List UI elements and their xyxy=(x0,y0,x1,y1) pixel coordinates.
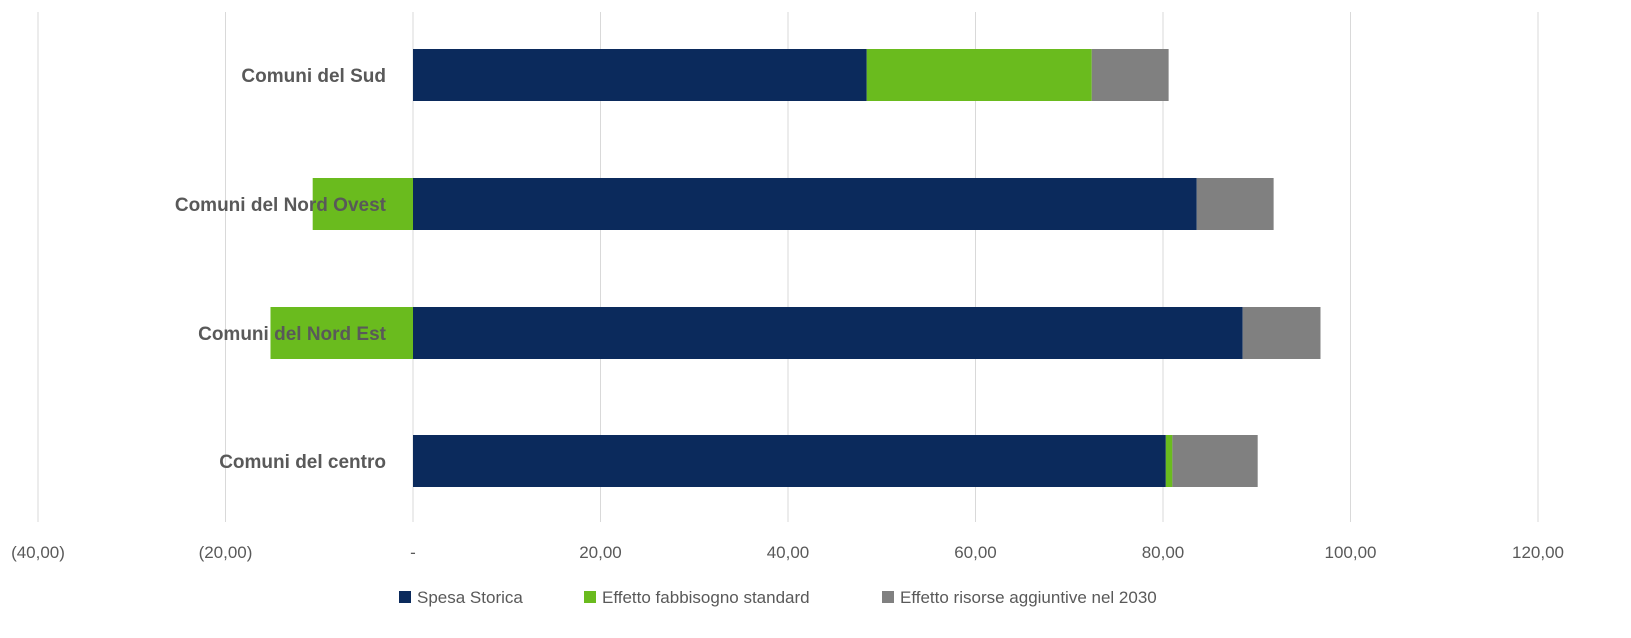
x-tick-label: 100,00 xyxy=(1325,543,1377,562)
category-label: Comuni del Nord Est xyxy=(198,324,387,345)
x-tick-label: - xyxy=(410,543,416,562)
legend-item: Effetto fabbisogno standard xyxy=(584,588,810,607)
bar-segment xyxy=(413,307,1243,359)
legend-label: Effetto fabbisogno standard xyxy=(602,588,810,607)
bar-segment xyxy=(1196,178,1274,230)
legend-label: Effetto risorse aggiuntive nel 2030 xyxy=(900,588,1157,607)
x-tick-label: (40,00) xyxy=(11,543,65,562)
x-tick-label: (20,00) xyxy=(199,543,253,562)
bar-segment xyxy=(413,178,1197,230)
bar-segment xyxy=(413,49,867,101)
bar-segment xyxy=(1242,307,1321,359)
x-axis-tick-labels: (40,00) (20,00) - 20,00 40,00 60,00 80,00 100,0… xyxy=(11,543,1564,562)
x-tick-label: 20,00 xyxy=(579,543,622,562)
bar-segment xyxy=(866,49,1092,101)
category-labels: Comuni del Sud Comuni del Nord Ovest Comun… xyxy=(175,66,387,473)
x-tick-label: 40,00 xyxy=(767,543,810,562)
x-tick-label: 80,00 xyxy=(1142,543,1185,562)
legend-swatch xyxy=(399,591,411,603)
bar-segment xyxy=(413,435,1166,487)
bars xyxy=(270,49,1321,487)
x-tick-label: 60,00 xyxy=(954,543,997,562)
legend-label: Spesa Storica xyxy=(417,588,523,607)
legend-item: Spesa Storica xyxy=(399,588,523,607)
x-tick-label: 120,00 xyxy=(1512,543,1564,562)
bar-segment xyxy=(1091,49,1169,101)
bar-segment xyxy=(1172,435,1258,487)
legend-swatch xyxy=(584,591,596,603)
bar-segment xyxy=(270,307,413,359)
category-label: Comuni del Nord Ovest xyxy=(175,195,387,216)
category-label: Comuni del centro xyxy=(219,452,386,473)
legend-swatch xyxy=(882,591,894,603)
legend-item: Effetto risorse aggiuntive nel 2030 xyxy=(882,588,1157,607)
legend: Spesa Storica Effetto fabbisogno standard… xyxy=(399,588,1157,607)
bar-segment xyxy=(312,178,413,230)
bar-segment xyxy=(1165,435,1173,487)
category-label: Comuni del Sud xyxy=(241,66,386,87)
